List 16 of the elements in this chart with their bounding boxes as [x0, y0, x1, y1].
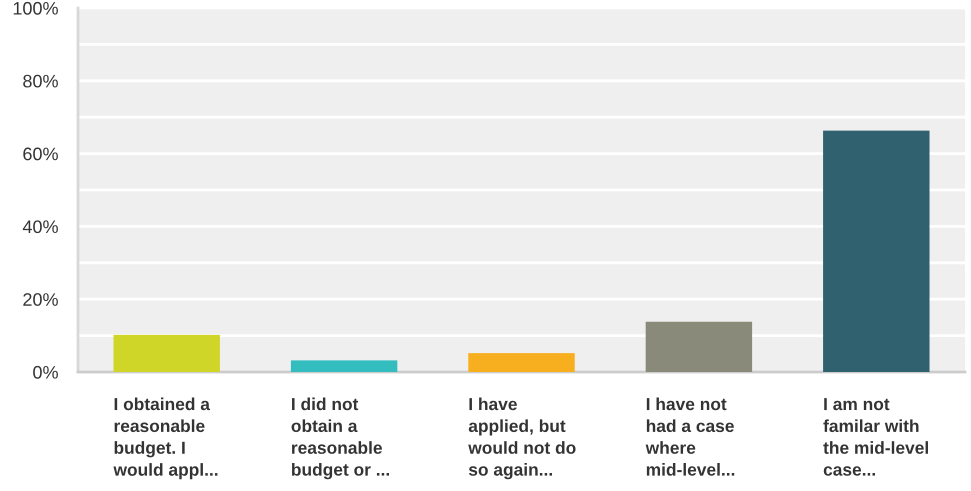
bar [468, 353, 575, 372]
x-tick-label: I did not obtain a reasonable budget or ... [292, 397, 390, 480]
bar [823, 130, 930, 372]
x-tick-label: I am not familar with the mid-level case... [823, 398, 928, 476]
bar [113, 334, 220, 372]
x-tick-label: I have applied, but would not do so again... [468, 397, 576, 480]
bar [646, 322, 752, 372]
y-tick-label: 80% [23, 74, 58, 88]
y-tick-label: 20% [23, 293, 58, 306]
y-tick-label: 60% [23, 148, 58, 160]
x-tick-label: I have not had a case where mid-level... [646, 397, 734, 476]
y-tick-label: 100% [14, 2, 58, 15]
y-tick-label: 40% [22, 220, 58, 234]
x-tick-label: I obtained a reasonable budget. I would appl... [113, 397, 218, 480]
y-tick-label: 0% [33, 366, 58, 379]
bar [290, 360, 398, 372]
